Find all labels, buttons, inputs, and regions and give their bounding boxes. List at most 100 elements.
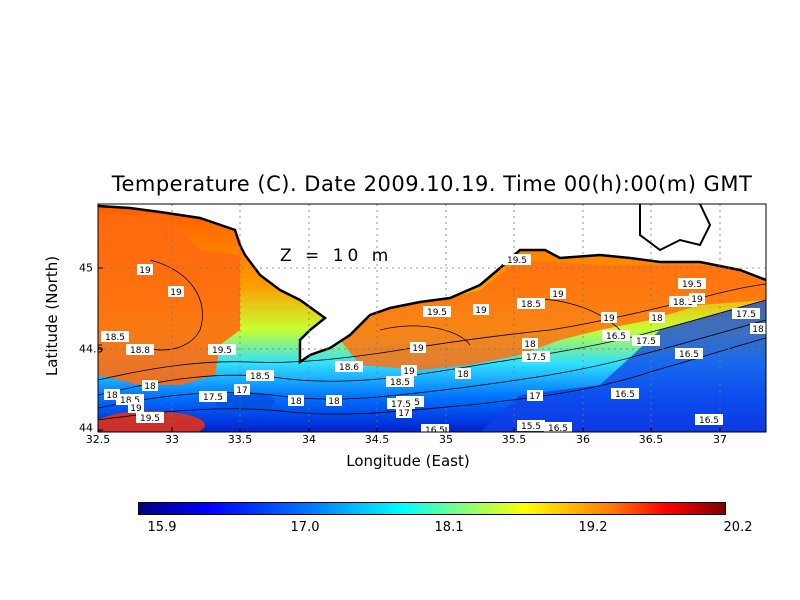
contour-label: 19.5	[423, 306, 451, 318]
contour-label: 18.5	[101, 331, 129, 343]
x-tick-label: 36.5	[638, 433, 664, 446]
contour-label-text: 17	[398, 409, 409, 419]
y-tick-label: 45	[79, 261, 93, 275]
contour-label: 18	[104, 389, 120, 401]
contour-label: 18.6	[335, 361, 363, 373]
contour-label-text: 19	[170, 288, 182, 298]
contour-label: 18.5	[517, 298, 545, 310]
contour-label: 17	[396, 407, 412, 419]
contour-label-text: 17	[236, 386, 247, 396]
contour-label: 17	[527, 390, 543, 402]
contour-label: 18.5	[386, 376, 414, 388]
contour-label: 19	[128, 402, 144, 414]
land-crimea	[98, 204, 766, 362]
colorbar-label: 18.1	[434, 520, 464, 535]
contour-label-text: 17.5	[736, 310, 756, 320]
contour-label: 16.5	[695, 414, 723, 426]
depth-label: Z = 10 m	[280, 246, 393, 266]
x-tick-label: 34	[302, 433, 316, 446]
contour-label: 16.5	[675, 348, 703, 360]
contour-label: 17.5	[387, 398, 415, 410]
coastline-kerch	[639, 204, 712, 252]
contour-label: 18.1	[669, 296, 697, 308]
contour-label: 19	[601, 312, 617, 324]
contour-label: 18	[288, 395, 304, 407]
x-tick-label: 37	[713, 433, 727, 446]
contour-label: 18	[522, 338, 538, 350]
contour-label-text: 16.5	[548, 424, 568, 434]
y-axis-label: Latitude (North)	[43, 255, 61, 377]
contour-label-text: 18.5	[250, 372, 270, 382]
colorbar-label: 15.9	[147, 520, 177, 535]
contour-label: 19.5	[678, 278, 706, 290]
contour-label-text: 18	[457, 370, 469, 380]
contour-label: 18	[455, 368, 471, 380]
contour-label-text: 18.5	[105, 333, 125, 343]
contour-label-text: 19	[130, 404, 142, 414]
contour-label-text: 19	[403, 367, 415, 377]
contour-label: 16.5	[602, 330, 630, 342]
cold-eddy	[215, 392, 275, 412]
contour-label: 19.5	[503, 254, 531, 266]
contour-label-text: 17	[529, 392, 540, 402]
contour-label: 17.5	[199, 391, 227, 403]
warm-region-west	[98, 215, 240, 385]
plot-frame	[97, 203, 767, 433]
contour-label: 18	[750, 323, 766, 335]
contour-label-text: 18.5	[120, 396, 140, 406]
colorbar-label: 17.0	[290, 520, 320, 535]
contour-label-text: 19.5	[212, 346, 232, 356]
contour-label: 18.8	[126, 344, 154, 356]
contour-label-text: 18.8	[130, 346, 150, 356]
contour-label: 15.5	[517, 420, 545, 432]
contour-label-text: 16.5	[679, 350, 699, 360]
contour-label: 17.5	[522, 351, 550, 363]
contour-label: 18	[142, 380, 158, 392]
map-title: Temperature (C). Date 2009.10.19. Time 0…	[111, 172, 753, 196]
contour-label-text: 18.5	[521, 300, 541, 310]
y-tick-label: 44	[79, 421, 93, 435]
contour-label-text: 16.5	[606, 332, 626, 342]
x-tick-label: 33.5	[227, 433, 253, 446]
tick-marks	[97, 267, 721, 432]
contour-label-text: 18	[752, 325, 764, 335]
contour-label: 17.5	[732, 308, 760, 320]
contour-label-text: 19	[139, 266, 151, 276]
y-tick-label: 44.5	[79, 342, 104, 356]
contour-label-text: 19	[475, 306, 487, 316]
land-kerch	[640, 204, 710, 250]
contour-label-text: 16.5	[615, 390, 635, 400]
contour-label-text: 19.5	[140, 414, 160, 424]
contour-label-text: 18	[524, 340, 536, 350]
contour-label-text: 17.5	[391, 400, 411, 410]
contour-label-text: 16.5	[425, 426, 445, 436]
contour-label-text: 19	[412, 344, 424, 354]
x-tick-label: 33	[165, 433, 179, 446]
contour-label: 18	[649, 312, 665, 324]
contour-label: 19	[473, 304, 489, 316]
contour-label: 16.5	[611, 388, 639, 400]
contour-label-text: 15.5	[521, 422, 541, 432]
contour-label: 19	[689, 293, 705, 305]
contour-label: 18.5	[246, 370, 274, 382]
contour-label-text: 18	[651, 314, 663, 324]
x-tick-label: 35	[439, 433, 453, 446]
colorbar	[138, 502, 726, 515]
coastline	[98, 204, 766, 365]
contour-label-text: 17.5	[636, 337, 656, 347]
x-axis-label: Longitude (East)	[346, 452, 470, 470]
contour-label-text: 17.5	[526, 353, 546, 363]
contour-label-text: 18.1	[673, 298, 693, 308]
contour-label-text: 19.5	[507, 256, 527, 266]
colorbar-label: 19.2	[578, 520, 608, 535]
contour-label: 17.5	[632, 335, 660, 347]
contour-label: 19	[168, 286, 184, 298]
contour-label-text: 18	[144, 382, 156, 392]
contour-label: 17	[234, 384, 250, 396]
cold-region-south	[480, 300, 766, 432]
contour-label-text: 18	[328, 397, 340, 407]
x-tick-label: 34.5	[364, 433, 390, 446]
contour-label: 18.5	[116, 394, 144, 406]
